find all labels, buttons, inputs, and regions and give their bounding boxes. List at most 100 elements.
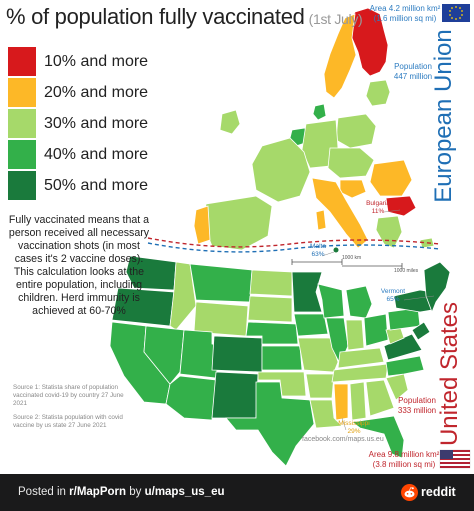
title-main: % of population fully vaccinated <box>6 4 305 29</box>
legend-swatch <box>8 109 36 138</box>
legend-swatch <box>8 78 36 107</box>
eu-area-sqmi: (1.6 million sq mi) <box>373 13 437 23</box>
state-indiana <box>345 319 365 351</box>
legend-label: 10% and more <box>44 52 149 70</box>
state-newengland <box>423 261 451 314</box>
callout-bulgaria: Bulgaria 11% <box>360 200 396 216</box>
explanation-note: Fully vaccinated means that a person rec… <box>8 214 150 317</box>
eu-map <box>193 7 435 253</box>
map-title: % of population fully vaccinated (1st Jul… <box>6 4 363 30</box>
state-texas <box>225 381 315 467</box>
callout-vermont: Vermont 65% <box>376 288 410 304</box>
state-montana <box>189 263 253 303</box>
state-alabama <box>349 381 367 421</box>
footer-bar: Posted in r/MapPorn by u/maps_us_eu redd… <box>0 474 474 511</box>
legend-item: 10% and more <box>8 46 148 77</box>
footer-by: by <box>129 486 142 498</box>
us-area-km: Area 9.8 million km² <box>368 450 440 459</box>
eu-vertical-label: European Union <box>430 29 457 203</box>
region-portugal <box>193 205 211 245</box>
reddit-alien-icon <box>404 487 415 498</box>
callout-malta: Malta 63% <box>304 243 332 259</box>
state-colorado <box>211 335 263 373</box>
state-newmexico <box>211 371 259 419</box>
region-denmark <box>312 103 327 121</box>
callout-name: Mississippi <box>338 420 370 427</box>
region-sweden <box>323 13 357 99</box>
region-baltics <box>365 79 391 107</box>
state-louisiana <box>309 399 343 429</box>
legend-swatch <box>8 171 36 200</box>
state-georgia <box>365 379 395 417</box>
us-flag-icon <box>439 449 471 469</box>
state-iowa <box>293 313 329 337</box>
region-sardinia <box>315 209 327 231</box>
region-romania <box>369 159 413 197</box>
state-kansas <box>261 345 303 371</box>
eu-population-value: 447 million <box>393 71 433 81</box>
subreddit-link[interactable]: r/MapPorn <box>69 486 127 498</box>
legend-item: 50% and more <box>8 170 148 201</box>
eu-flag-icon <box>442 4 470 22</box>
sources: Source 1: Statista share of population v… <box>13 384 133 430</box>
callout-lines <box>321 209 435 431</box>
state-nevada <box>143 325 185 385</box>
reddit-brand[interactable]: reddit <box>421 485 456 499</box>
user-link[interactable]: u/maps_us_eu <box>144 486 225 498</box>
legend-label: 50% and more <box>44 176 149 194</box>
callout-name: Bulgaria <box>366 200 390 207</box>
state-northcarolina <box>385 355 425 377</box>
us-area-sqmi: (3.8 million sq mi) <box>372 459 436 469</box>
us-population-value: 333 million <box>397 405 437 415</box>
eu-population-title: Population <box>394 62 432 71</box>
region-central <box>327 147 375 179</box>
legend-item: 30% and more <box>8 108 148 139</box>
state-arkansas <box>305 373 335 399</box>
legend-item: 40% and more <box>8 139 148 170</box>
state-arizona <box>165 375 217 421</box>
scale-label-mi: 1000 miles <box>394 268 419 274</box>
callout-value: 29% <box>347 428 361 435</box>
callout-value: 63% <box>311 251 325 258</box>
us-map <box>109 255 451 467</box>
state-minnesota <box>291 271 323 313</box>
state-michigan <box>345 285 373 319</box>
us-vertical-label: United States <box>436 301 463 447</box>
footer-text: Posted in r/MapPorn by u/maps_us_eu <box>18 486 225 498</box>
title-date: (1st July) <box>308 11 363 27</box>
credit-link[interactable]: facebook.com/maps.us.eu <box>302 436 384 443</box>
eu-area: Area 4.2 million km² (1.6 million sq mi) <box>368 4 442 23</box>
callout-mississippi: Mississippi 29% <box>334 420 374 436</box>
state-mississippi <box>333 383 349 421</box>
eu-area-km: Area 4.2 million km² <box>369 4 441 13</box>
legend-swatch <box>8 47 36 76</box>
legend-item: 20% and more <box>8 77 148 108</box>
region-poland <box>335 113 377 149</box>
legend-label: 30% and more <box>44 114 149 132</box>
state-midatlantic <box>411 321 431 341</box>
state-southcarolina <box>385 373 409 401</box>
state-florida <box>350 415 405 459</box>
reddit-logo-icon <box>401 484 418 501</box>
state-wisconsin <box>317 283 345 319</box>
state-kentucky <box>337 347 385 369</box>
footer-prefix: Posted in <box>18 486 66 498</box>
state-ohio <box>363 313 389 347</box>
callout-value: 65% <box>386 296 400 303</box>
us-area: Area 9.8 million km² (3.8 million sq mi) <box>368 450 440 469</box>
us-population-title: Population <box>398 396 436 405</box>
state-washington <box>125 255 177 291</box>
legend: 10% and more 20% and more 30% and more 4… <box>8 46 148 201</box>
us-population: Population 333 million <box>394 396 440 415</box>
eu-population: Population 447 million <box>390 62 436 81</box>
divider <box>147 237 441 253</box>
legend-swatch <box>8 140 36 169</box>
scale-bar <box>291 259 403 269</box>
region-malta <box>333 247 339 253</box>
region-italy <box>311 177 369 249</box>
region-ireland <box>219 109 241 135</box>
state-missouri <box>297 337 339 373</box>
region-france <box>251 137 311 203</box>
